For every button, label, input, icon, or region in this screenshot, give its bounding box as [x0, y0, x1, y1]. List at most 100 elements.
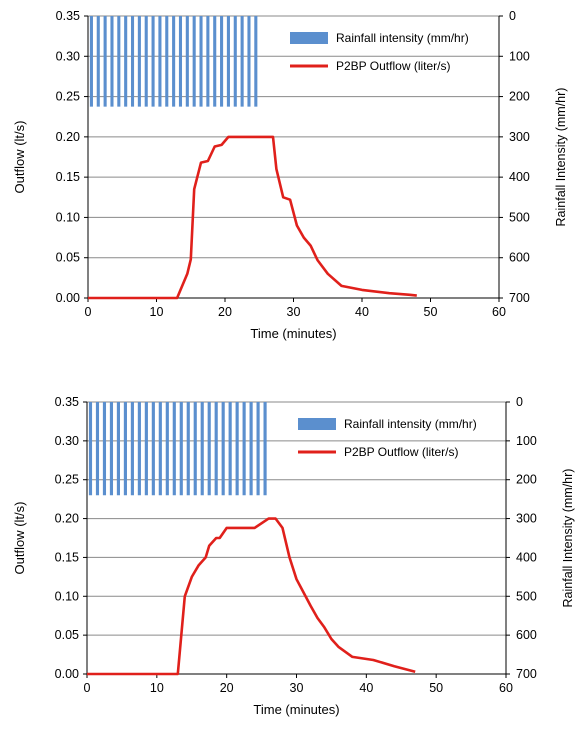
legend-swatch-rainfall	[298, 418, 336, 430]
y-axis-title-right: Rainfall Intensity (mm/hr)	[561, 469, 575, 608]
rainfall-bar	[158, 402, 162, 496]
rainfall-bar	[240, 16, 244, 107]
legend-label-rainfall: Rainfall intensity (mm/hr)	[344, 417, 477, 431]
x-tick-label: 0	[84, 681, 91, 695]
x-tick-label: 40	[355, 305, 369, 319]
chart-1: 0.000.050.100.150.200.250.300.35 01002003…	[12, 9, 568, 341]
y-tick-label-right: 400	[509, 170, 530, 184]
y-tick-label-left: 0.05	[55, 628, 79, 642]
rainfall-bar	[254, 16, 258, 107]
rainfall-bar	[130, 16, 135, 107]
x-tick-label: 40	[359, 681, 373, 695]
rainfall-bar	[178, 16, 183, 107]
y-axis-title-left: Outflow (lt/s)	[12, 502, 27, 575]
y-tick-label-left: 0.35	[56, 9, 80, 23]
x-tick-label: 0	[85, 305, 92, 319]
y-tick-label-right: 700	[516, 667, 537, 681]
y-tick-label-left: 0.25	[56, 90, 80, 104]
rainfall-bar	[130, 402, 134, 496]
rainfall-bar	[226, 16, 230, 107]
y-tick-label-left: 0.10	[55, 589, 79, 603]
x-tick-label: 60	[492, 305, 506, 319]
y-tick-label-right: 0	[509, 9, 516, 23]
y-tick-label-left: 0.30	[55, 434, 79, 448]
rainfall-bar	[235, 402, 239, 496]
rainfall-bar	[199, 16, 203, 107]
x-tick-label: 50	[429, 681, 443, 695]
rainfall-bar	[193, 402, 197, 496]
y-tick-label-right: 500	[516, 589, 537, 603]
rainfall-bar	[220, 16, 224, 107]
rainfall-bar	[109, 402, 114, 496]
rainfall-bar	[185, 16, 189, 107]
rainfall-bar	[207, 402, 211, 496]
rainfall-bar	[256, 402, 260, 496]
rainfall-bar	[95, 402, 100, 496]
rainfall-bar	[213, 16, 217, 107]
y-tick-label-right: 300	[509, 130, 530, 144]
legend-label-outflow: P2BP Outflow (liter/s)	[344, 445, 458, 459]
y-tick-label-right: 100	[516, 434, 537, 448]
rainfall-bar	[124, 16, 128, 107]
y-tick-label-left: 0.15	[56, 170, 80, 184]
rainfall-bar	[179, 402, 183, 496]
x-tick-label: 20	[218, 305, 232, 319]
y-tick-label-right: 700	[509, 291, 530, 305]
x-axis-title: Time (minutes)	[253, 702, 339, 717]
rainfall-bar	[116, 402, 120, 496]
legend-swatch-rainfall	[290, 32, 328, 44]
rainfall-bar	[89, 16, 93, 107]
rainfall-bar	[158, 16, 162, 107]
rainfall-bar	[263, 402, 267, 496]
x-tick-label: 50	[424, 305, 438, 319]
legend-label-rainfall: Rainfall intensity (mm/hr)	[336, 31, 469, 45]
rainfall-bar	[151, 402, 155, 496]
rainfall-bar	[88, 402, 93, 496]
rainfall-bar	[242, 402, 246, 496]
y-tick-label-right: 600	[509, 251, 530, 265]
rainfall-bar	[186, 402, 190, 496]
y-tick-label-right: 200	[516, 473, 537, 487]
rainfall-bar	[151, 16, 155, 107]
y-tick-label-left: 0.20	[56, 130, 80, 144]
rainfall-bar	[103, 16, 107, 107]
rainfall-bar	[102, 402, 107, 496]
rainfall-bar	[165, 402, 169, 496]
rainfall-bar	[192, 16, 196, 107]
rainfall-bar	[172, 16, 176, 107]
outflow-line	[88, 135, 417, 300]
y-tick-label-left: 0.20	[55, 512, 79, 526]
rainfall-bar	[165, 16, 169, 107]
y-tick-label-right: 600	[516, 628, 537, 642]
x-tick-label: 60	[499, 681, 513, 695]
y-tick-label-right: 300	[516, 512, 537, 526]
x-tick-label: 10	[150, 681, 164, 695]
y-axis-title-right: Rainfall Intensity (mm/hr)	[554, 88, 568, 227]
rainfall-bar	[172, 402, 176, 496]
y-tick-label-right: 400	[516, 550, 537, 564]
y-tick-label-right: 0	[516, 395, 523, 409]
rainfall-bar	[144, 16, 148, 107]
rainfall-bar	[249, 402, 253, 496]
y-tick-label-left: 0.25	[55, 473, 79, 487]
rainfall-bar	[247, 16, 251, 107]
y-tick-label-left: 0.05	[56, 251, 80, 265]
rainfall-bar	[137, 16, 141, 107]
chart-2: 0.000.050.100.150.200.250.300.35 01002003…	[12, 395, 575, 717]
rainfall-bar	[117, 16, 121, 107]
rainfall-bar	[206, 16, 210, 107]
y-tick-label-right: 100	[509, 49, 530, 63]
y-tick-label-left: 0.10	[56, 210, 80, 224]
rainfall-bar	[96, 16, 100, 107]
outflow-line	[87, 517, 416, 676]
rainfall-bar	[221, 402, 225, 496]
x-axis-title: Time (minutes)	[250, 326, 336, 341]
rainfall-bar	[233, 16, 237, 107]
y-tick-label-left: 0.35	[55, 395, 79, 409]
y-tick-label-left: 0.00	[56, 291, 80, 305]
x-tick-label: 30	[290, 681, 304, 695]
y-tick-label-left: 0.30	[56, 49, 80, 63]
y-tick-label-right: 200	[509, 90, 530, 104]
